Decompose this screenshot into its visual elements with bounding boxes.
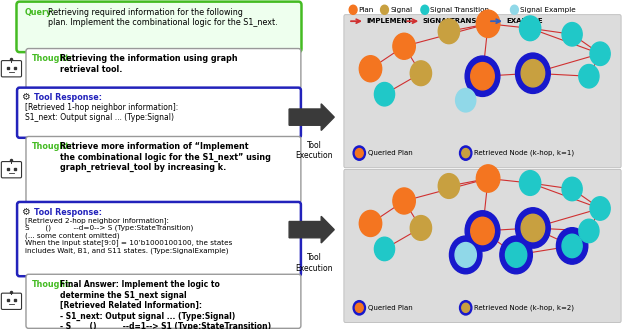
FancyArrow shape xyxy=(289,216,334,243)
Text: ⚙: ⚙ xyxy=(21,92,30,102)
Circle shape xyxy=(349,5,357,14)
Text: Retrieved Node (k-hop, k=2): Retrieved Node (k-hop, k=2) xyxy=(474,305,574,311)
Circle shape xyxy=(410,61,431,86)
Text: Thought:: Thought: xyxy=(32,54,73,63)
Text: Signal: Signal xyxy=(390,7,412,13)
Circle shape xyxy=(393,188,415,214)
Circle shape xyxy=(438,19,459,44)
Circle shape xyxy=(459,301,472,315)
Circle shape xyxy=(516,208,550,248)
Circle shape xyxy=(359,56,382,82)
Circle shape xyxy=(519,16,541,41)
Circle shape xyxy=(579,64,599,88)
Text: Queried Plan: Queried Plan xyxy=(368,305,413,311)
Circle shape xyxy=(455,242,476,267)
Text: Retrieving the information using graph
retrieval tool.: Retrieving the information using graph r… xyxy=(59,54,237,74)
FancyBboxPatch shape xyxy=(17,88,301,138)
Text: Retrieving required information for the following
plan. Implement the combinatio: Retrieving required information for the … xyxy=(48,8,278,27)
Circle shape xyxy=(459,146,472,160)
Text: ⚙: ⚙ xyxy=(21,207,30,217)
Circle shape xyxy=(521,214,544,241)
Text: [Retrieved 1-hop neighbor information]:
S1_next: Output signal ... (Type:Signal): [Retrieved 1-hop neighbor information]: … xyxy=(25,103,178,122)
Circle shape xyxy=(456,89,476,112)
Circle shape xyxy=(356,148,363,158)
Circle shape xyxy=(374,83,394,106)
Circle shape xyxy=(353,301,366,315)
Circle shape xyxy=(562,23,582,46)
Circle shape xyxy=(476,10,500,38)
Circle shape xyxy=(353,146,366,160)
Circle shape xyxy=(590,42,610,65)
FancyBboxPatch shape xyxy=(26,137,301,203)
Circle shape xyxy=(556,228,588,264)
Text: Signal Example: Signal Example xyxy=(520,7,576,13)
Circle shape xyxy=(393,33,415,59)
Text: Query:: Query: xyxy=(25,8,55,16)
Circle shape xyxy=(562,177,582,201)
Circle shape xyxy=(511,5,518,14)
Circle shape xyxy=(465,56,500,96)
Text: Thought:: Thought: xyxy=(32,142,73,151)
FancyArrow shape xyxy=(289,104,334,130)
Text: Queried Plan: Queried Plan xyxy=(368,150,413,156)
Text: [Retrieved 2-hop neighbor information]:
S       ()          --d=0--> S (Type:Sta: [Retrieved 2-hop neighbor information]: … xyxy=(25,217,232,254)
FancyBboxPatch shape xyxy=(344,15,621,168)
Circle shape xyxy=(500,236,532,274)
FancyBboxPatch shape xyxy=(1,61,21,77)
Text: Retrieve more information of “Implement
the combinational logic for the S1_next”: Retrieve more information of “Implement … xyxy=(59,142,271,172)
Text: Tool Response:: Tool Response: xyxy=(34,208,103,217)
Circle shape xyxy=(359,211,382,237)
Text: IMPLEMENT: IMPLEMENT xyxy=(366,18,413,24)
Circle shape xyxy=(381,5,388,14)
Text: Retrieved Node (k-hop, k=1): Retrieved Node (k-hop, k=1) xyxy=(474,150,574,156)
Circle shape xyxy=(462,148,469,158)
Text: Final Answer: Implement the logic to
determine the S1_next signal
[Retrieved Rel: Final Answer: Implement the logic to det… xyxy=(59,280,271,329)
Circle shape xyxy=(471,63,494,90)
Text: Tool
Execution: Tool Execution xyxy=(296,141,333,160)
Text: Plan: Plan xyxy=(359,7,374,13)
FancyBboxPatch shape xyxy=(1,293,21,310)
Circle shape xyxy=(476,165,500,192)
Circle shape xyxy=(449,236,482,274)
Circle shape xyxy=(516,53,550,93)
Text: SIGNALTRANSITION: SIGNALTRANSITION xyxy=(422,18,499,24)
FancyBboxPatch shape xyxy=(26,49,301,89)
Text: Thought:: Thought: xyxy=(32,280,73,289)
Circle shape xyxy=(519,171,541,195)
Text: Signal Transition: Signal Transition xyxy=(431,7,489,13)
Text: EXAMPLE: EXAMPLE xyxy=(506,18,543,24)
Circle shape xyxy=(465,211,500,251)
Circle shape xyxy=(462,303,469,312)
Circle shape xyxy=(579,219,599,243)
Text: Tool Response:: Tool Response: xyxy=(34,93,103,103)
FancyBboxPatch shape xyxy=(16,2,301,52)
Text: Tool
Execution: Tool Execution xyxy=(296,253,333,273)
FancyBboxPatch shape xyxy=(26,274,301,328)
Circle shape xyxy=(521,60,544,87)
Circle shape xyxy=(590,197,610,220)
Circle shape xyxy=(471,217,494,245)
Circle shape xyxy=(421,5,429,14)
Circle shape xyxy=(562,234,582,258)
FancyBboxPatch shape xyxy=(1,162,21,178)
Circle shape xyxy=(438,174,459,198)
Circle shape xyxy=(374,237,394,261)
Circle shape xyxy=(356,303,363,312)
FancyBboxPatch shape xyxy=(344,169,621,322)
Circle shape xyxy=(410,215,431,240)
Circle shape xyxy=(506,242,527,267)
FancyBboxPatch shape xyxy=(17,202,301,276)
